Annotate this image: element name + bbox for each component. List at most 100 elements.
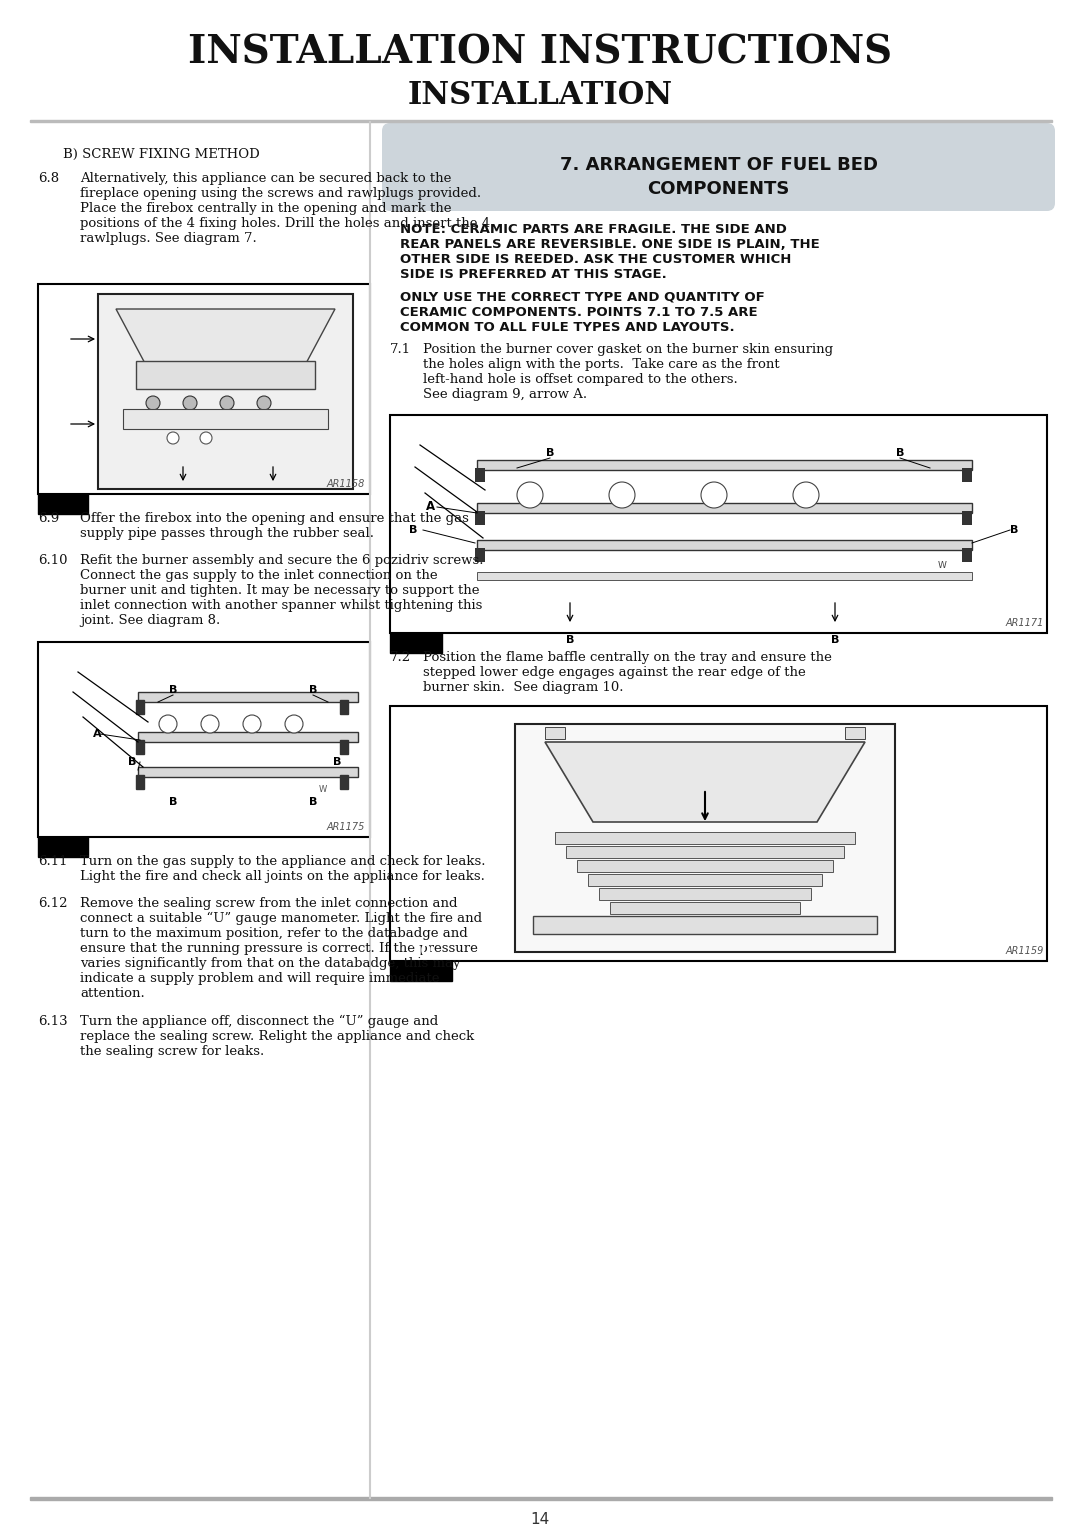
Bar <box>98 293 353 489</box>
Bar <box>477 503 972 513</box>
Text: B) SCREW FIXING METHOD: B) SCREW FIXING METHOD <box>63 148 260 160</box>
Bar <box>962 468 972 481</box>
Bar <box>577 860 833 872</box>
Bar <box>136 740 144 753</box>
Bar <box>390 416 1047 633</box>
Text: B: B <box>545 448 554 458</box>
Bar <box>545 727 565 740</box>
Bar <box>390 706 1047 961</box>
Circle shape <box>517 481 543 507</box>
Text: W: W <box>319 785 327 795</box>
Bar <box>340 775 348 788</box>
Text: 14: 14 <box>530 1513 550 1528</box>
Bar <box>136 361 315 390</box>
Bar <box>534 915 877 934</box>
Bar <box>136 775 144 788</box>
Text: Turn the appliance off, disconnect the “U” gauge and
replace the sealing screw. : Turn the appliance off, disconnect the “… <box>80 1015 474 1059</box>
Bar <box>123 410 328 429</box>
Bar <box>38 494 87 513</box>
Bar <box>475 549 485 562</box>
Circle shape <box>257 396 271 410</box>
Text: 7.1: 7.1 <box>390 342 411 356</box>
Text: A: A <box>426 501 435 513</box>
Bar <box>38 837 87 857</box>
Bar <box>30 1497 1052 1500</box>
Bar <box>599 888 811 900</box>
Bar <box>962 549 972 562</box>
Text: Position the burner cover gasket on the burner skin ensuring
the holes align wit: Position the burner cover gasket on the … <box>423 342 833 400</box>
Circle shape <box>701 481 727 507</box>
Text: B: B <box>895 448 904 458</box>
Text: B: B <box>309 685 318 695</box>
Text: 10: 10 <box>410 943 432 958</box>
Bar <box>845 727 865 740</box>
Bar <box>515 724 895 952</box>
Bar <box>30 121 1052 122</box>
Circle shape <box>146 396 160 410</box>
Polygon shape <box>116 309 335 384</box>
Text: 7: 7 <box>57 477 68 492</box>
Text: INSTALLATION: INSTALLATION <box>407 79 673 110</box>
Text: AR1171: AR1171 <box>1005 617 1044 628</box>
Bar <box>621 915 789 927</box>
Text: B: B <box>168 798 177 807</box>
Bar <box>340 740 348 753</box>
Text: B: B <box>127 756 136 767</box>
Text: 6.12: 6.12 <box>38 897 67 911</box>
Bar <box>566 847 843 859</box>
Text: AR1175: AR1175 <box>326 822 365 833</box>
Circle shape <box>220 396 234 410</box>
Text: 6.8: 6.8 <box>38 173 59 185</box>
Text: B: B <box>309 798 318 807</box>
Bar <box>477 539 972 550</box>
Text: B: B <box>409 526 417 535</box>
Text: 6.9: 6.9 <box>38 512 59 526</box>
Text: AR1158: AR1158 <box>326 478 365 489</box>
Circle shape <box>609 481 635 507</box>
Text: Refit the burner assembly and secure the 6 pozidriv screws.
Connect the gas supp: Refit the burner assembly and secure the… <box>80 555 484 626</box>
Text: 6.10: 6.10 <box>38 555 67 567</box>
Bar <box>475 468 485 481</box>
Circle shape <box>285 715 303 733</box>
Text: B: B <box>1010 526 1018 535</box>
Text: Alternatively, this appliance can be secured back to the
fireplace opening using: Alternatively, this appliance can be sec… <box>80 173 490 244</box>
Text: B: B <box>168 685 177 695</box>
Text: B: B <box>333 756 341 767</box>
Bar <box>136 700 144 714</box>
Bar <box>138 692 357 701</box>
Text: 7.2: 7.2 <box>390 651 411 665</box>
Text: B: B <box>566 636 575 645</box>
Text: Position the flame baffle centrally on the tray and ensure the
stepped lower edg: Position the flame baffle centrally on t… <box>423 651 832 694</box>
Bar <box>38 284 370 494</box>
Bar <box>555 833 855 843</box>
Bar <box>390 633 442 652</box>
Bar <box>962 510 972 526</box>
Bar <box>138 767 357 778</box>
Text: A: A <box>93 729 102 740</box>
Circle shape <box>201 715 219 733</box>
Text: Remove the sealing screw from the inlet connection and
connect a suitable “U” ga: Remove the sealing screw from the inlet … <box>80 897 482 1001</box>
Polygon shape <box>545 743 865 822</box>
Text: 7. ARRANGEMENT OF FUEL BED: 7. ARRANGEMENT OF FUEL BED <box>559 156 877 174</box>
Bar <box>390 961 453 981</box>
Text: INSTALLATION INSTRUCTIONS: INSTALLATION INSTRUCTIONS <box>188 34 892 70</box>
Bar <box>588 874 822 886</box>
Text: 6.13: 6.13 <box>38 1015 68 1028</box>
Text: Turn on the gas supply to the appliance and check for leaks.
Light the fire and : Turn on the gas supply to the appliance … <box>80 856 486 883</box>
Circle shape <box>167 432 179 445</box>
Text: 6.11: 6.11 <box>38 856 67 868</box>
Text: AR1159: AR1159 <box>1005 946 1044 957</box>
Circle shape <box>243 715 261 733</box>
Circle shape <box>159 715 177 733</box>
Text: 9: 9 <box>410 616 421 631</box>
Circle shape <box>200 432 212 445</box>
Bar <box>38 642 370 837</box>
Bar <box>477 571 972 581</box>
Bar <box>340 700 348 714</box>
Text: Offer the firebox into the opening and ensure that the gas
supply pipe passes th: Offer the firebox into the opening and e… <box>80 512 469 539</box>
Text: B: B <box>831 636 839 645</box>
Text: 8: 8 <box>57 819 68 834</box>
Bar <box>477 460 972 471</box>
Circle shape <box>183 396 197 410</box>
Text: W: W <box>937 561 946 570</box>
